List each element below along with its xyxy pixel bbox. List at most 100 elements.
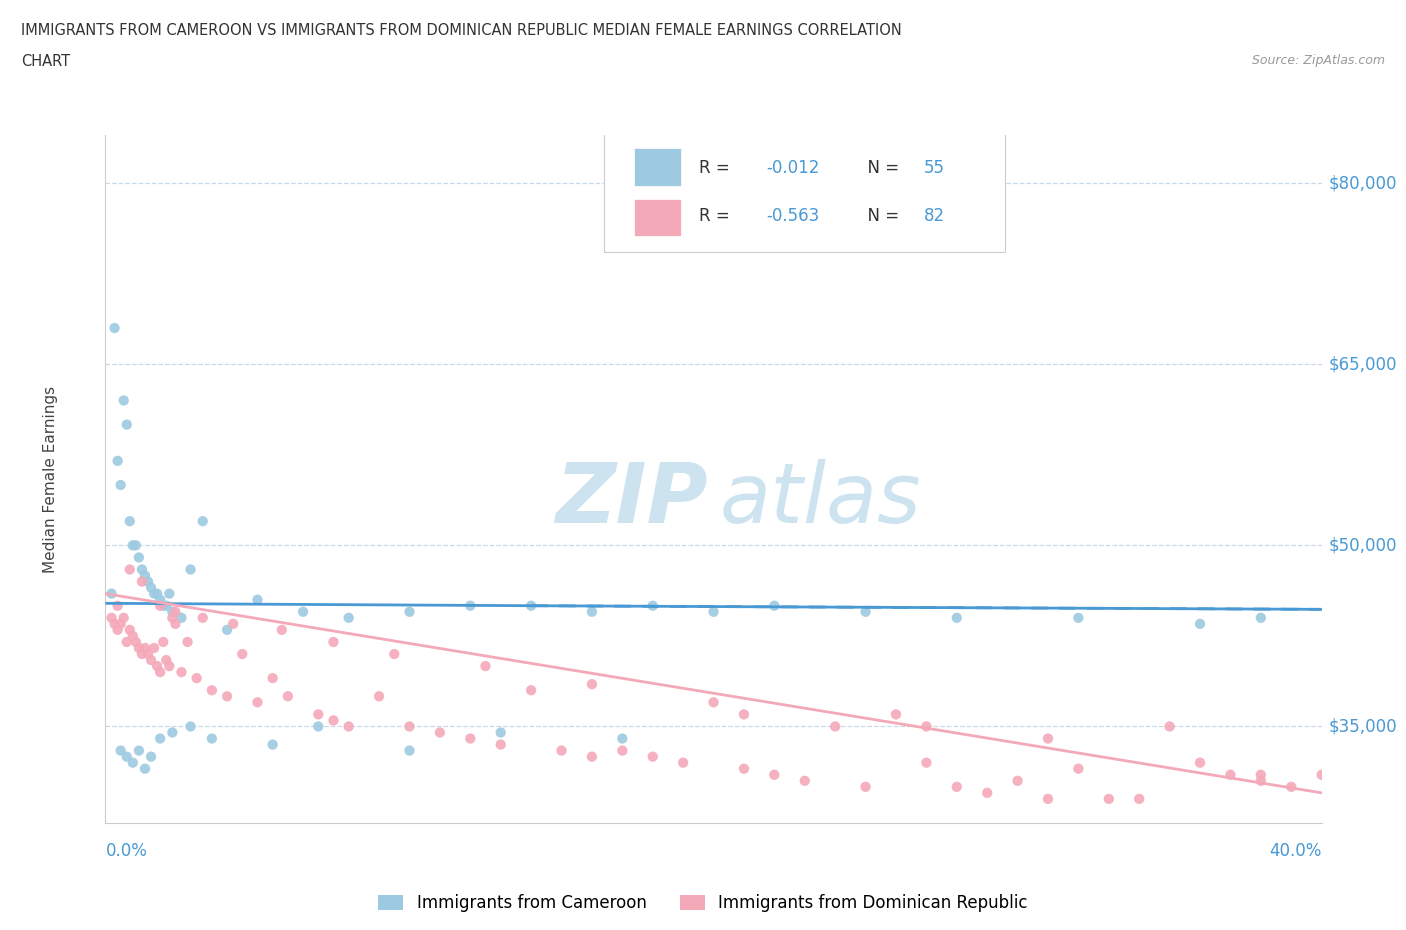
- Point: [118, 622, 141, 637]
- Point: [458, 598, 481, 613]
- Point: [107, 454, 129, 469]
- Point: [134, 568, 156, 583]
- Point: [945, 610, 967, 625]
- Point: [100, 610, 122, 625]
- Point: [1007, 774, 1029, 789]
- Text: $35,000: $35,000: [1329, 717, 1398, 736]
- Point: [149, 598, 172, 613]
- Point: [118, 562, 141, 577]
- Text: R =: R =: [699, 159, 735, 177]
- Point: [520, 683, 543, 698]
- FancyBboxPatch shape: [634, 199, 681, 236]
- Point: [157, 658, 180, 673]
- Point: [146, 658, 169, 673]
- Point: [429, 725, 451, 740]
- Text: N =: N =: [858, 159, 904, 177]
- Point: [136, 574, 159, 589]
- Point: [520, 598, 543, 613]
- Point: [121, 538, 143, 552]
- Point: [157, 586, 180, 601]
- Point: [231, 646, 253, 661]
- Point: [398, 604, 420, 619]
- Point: [292, 604, 315, 619]
- Point: [581, 750, 603, 764]
- Point: [191, 610, 214, 625]
- Text: 82: 82: [924, 207, 945, 225]
- Point: [131, 646, 153, 661]
- Point: [612, 743, 634, 758]
- Point: [217, 622, 239, 637]
- Point: [1219, 767, 1241, 782]
- Point: [128, 743, 150, 758]
- Point: [115, 418, 138, 432]
- Point: [307, 707, 329, 722]
- Point: [180, 719, 202, 734]
- Text: ZIP: ZIP: [555, 459, 707, 540]
- Point: [103, 321, 125, 336]
- Point: [1036, 791, 1059, 806]
- Point: [915, 719, 938, 734]
- Point: [855, 604, 877, 619]
- Point: [143, 586, 166, 601]
- Text: -0.012: -0.012: [766, 159, 820, 177]
- Point: [201, 731, 224, 746]
- Point: [1036, 731, 1059, 746]
- Point: [155, 653, 177, 668]
- Point: [763, 598, 786, 613]
- Point: [115, 750, 138, 764]
- Point: [733, 762, 755, 777]
- Point: [149, 731, 172, 746]
- Point: [149, 665, 172, 680]
- Point: [1098, 791, 1121, 806]
- Point: [824, 719, 846, 734]
- Point: [176, 634, 198, 649]
- Point: [118, 513, 141, 528]
- Point: [763, 767, 786, 782]
- Point: [110, 477, 132, 492]
- Point: [112, 610, 135, 625]
- Text: N =: N =: [858, 207, 904, 225]
- Point: [398, 719, 420, 734]
- Point: [139, 653, 162, 668]
- Text: IMMIGRANTS FROM CAMEROON VS IMMIGRANTS FROM DOMINICAN REPUBLIC MEDIAN FEMALE EAR: IMMIGRANTS FROM CAMEROON VS IMMIGRANTS F…: [21, 23, 901, 38]
- Point: [270, 622, 292, 637]
- Point: [277, 689, 299, 704]
- Point: [134, 762, 156, 777]
- Point: [382, 646, 405, 661]
- Point: [458, 731, 481, 746]
- Point: [155, 598, 177, 613]
- Point: [612, 731, 634, 746]
- Point: [152, 634, 174, 649]
- Point: [112, 393, 135, 408]
- Point: [149, 592, 172, 607]
- Point: [702, 604, 725, 619]
- Point: [121, 629, 143, 644]
- FancyBboxPatch shape: [634, 149, 681, 186]
- Point: [143, 641, 166, 656]
- Point: [672, 755, 695, 770]
- Point: [1250, 610, 1272, 625]
- Point: [337, 610, 360, 625]
- Point: [146, 586, 169, 601]
- Point: [1189, 617, 1212, 631]
- Point: [121, 755, 143, 770]
- Point: [100, 586, 122, 601]
- Point: [733, 707, 755, 722]
- Point: [103, 617, 125, 631]
- Text: $80,000: $80,000: [1329, 174, 1398, 193]
- Point: [262, 737, 284, 752]
- Point: [136, 646, 159, 661]
- Point: [107, 622, 129, 637]
- Point: [915, 755, 938, 770]
- Text: R =: R =: [699, 207, 735, 225]
- Point: [125, 634, 148, 649]
- Point: [322, 713, 344, 728]
- Point: [793, 774, 815, 789]
- Point: [945, 779, 967, 794]
- Text: Median Female Earnings: Median Female Earnings: [44, 385, 58, 573]
- Point: [201, 683, 224, 698]
- Point: [165, 604, 187, 619]
- Point: [474, 658, 496, 673]
- Point: [855, 779, 877, 794]
- Point: [191, 513, 214, 528]
